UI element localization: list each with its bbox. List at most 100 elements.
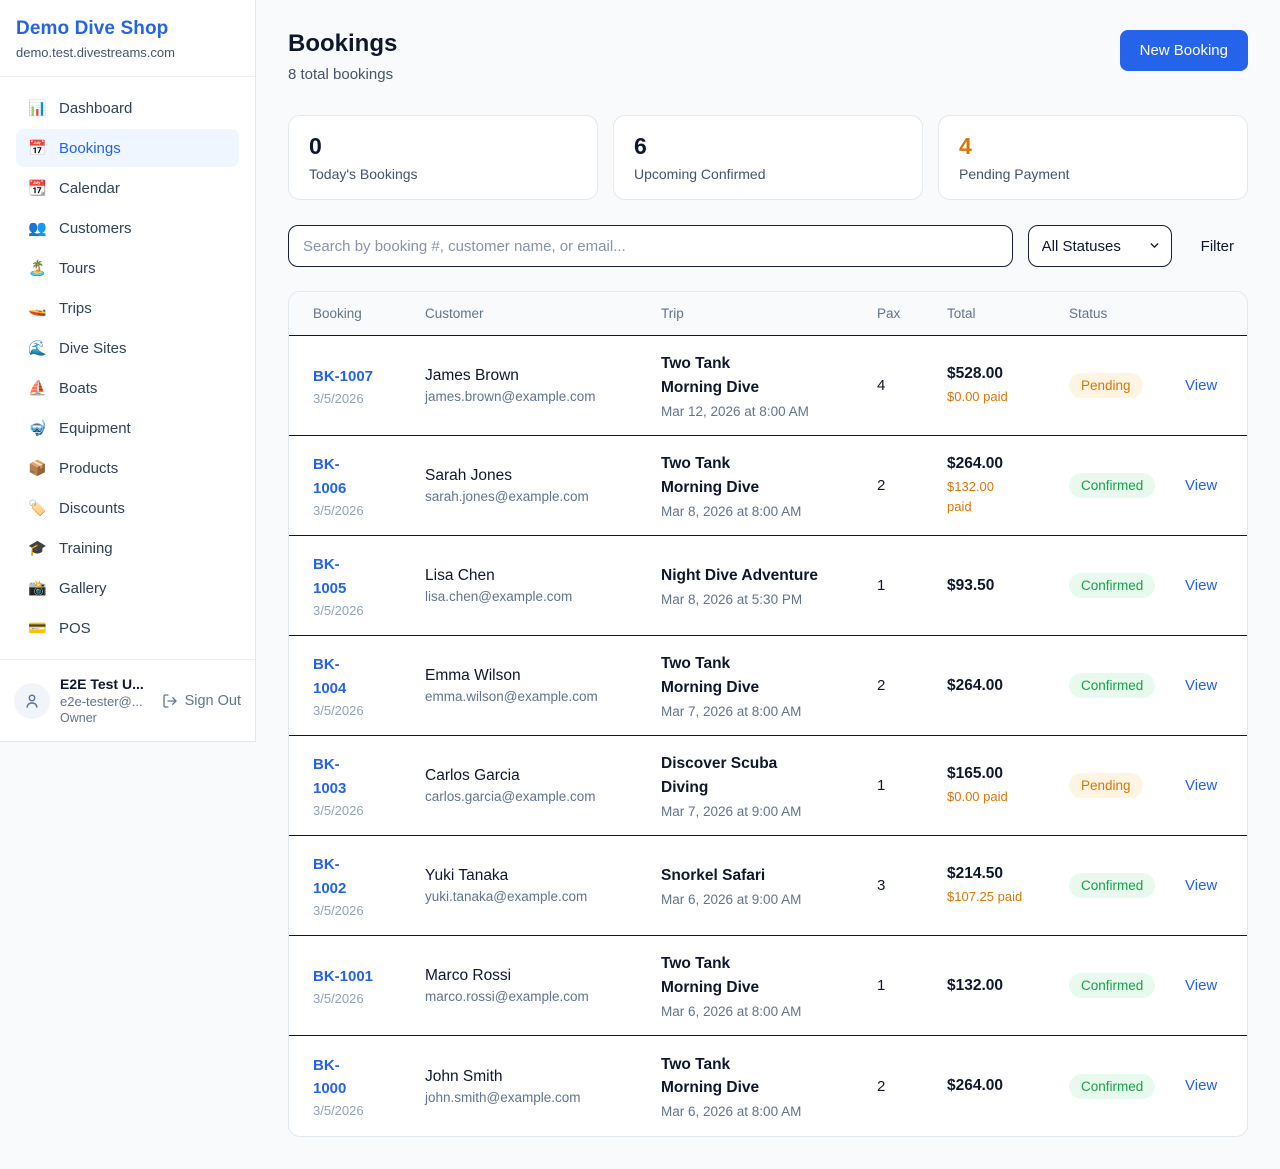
booking-id-link[interactable]: BK-1007: [313, 367, 374, 385]
booking-id-link[interactable]: BK-1002: [313, 856, 347, 897]
sidebar-item-bookings[interactable]: 📅 Bookings: [16, 129, 239, 167]
pax-cell: 2: [877, 477, 886, 494]
status-badge: Confirmed: [1069, 673, 1156, 698]
total-cell: $264.00: [947, 1077, 1069, 1095]
user-email: e2e-tester@...: [60, 694, 143, 709]
customer-name: Sarah Jones: [425, 467, 513, 484]
status-cell: Pending: [1069, 773, 1185, 798]
sidebar-user-footer: E2E Test U... e2e-tester@... Owner Sign …: [0, 659, 255, 741]
view-link[interactable]: View: [1185, 876, 1218, 894]
booking-cell: BK-1003 3/5/2026: [313, 753, 425, 818]
status-cell: Confirmed: [1069, 573, 1185, 598]
view-link[interactable]: View: [1185, 776, 1218, 794]
sidebar-item-label: Equipment: [59, 419, 131, 437]
trip-name: Two Tank Morning Dive: [661, 655, 760, 696]
customer-email: carlos.garcia@example.com: [425, 789, 596, 804]
status-badge: Confirmed: [1069, 573, 1156, 598]
view-link[interactable]: View: [1185, 676, 1218, 694]
view-link[interactable]: View: [1185, 576, 1218, 594]
trip-name: Two Tank Morning Dive: [661, 1055, 760, 1096]
status-cell: Pending: [1069, 373, 1185, 398]
sign-out-button[interactable]: Sign Out: [162, 693, 241, 709]
trip-cell: Discover Scuba Diving Mar 7, 2026 at 9:0…: [661, 752, 877, 819]
tearoff-calendar-icon: 📆: [28, 180, 47, 197]
pax-cell: 1: [877, 577, 886, 594]
filter-button[interactable]: Filter: [1187, 228, 1248, 265]
stat-card-upcoming-confirmed: 6 Upcoming Confirmed: [613, 115, 923, 200]
status-cell: Confirmed: [1069, 873, 1185, 898]
view-link[interactable]: View: [1185, 1077, 1218, 1094]
view-link[interactable]: View: [1185, 376, 1218, 394]
total-amount: $264.00: [947, 455, 1004, 472]
status-filter-select[interactable]: All Statuses: [1027, 225, 1172, 267]
status-cell: Confirmed: [1069, 673, 1185, 698]
booking-id-link[interactable]: BK-1006: [313, 456, 347, 497]
table-row: BK-1003 3/5/2026 Carlos Garcia carlos.ga…: [289, 736, 1247, 836]
trip-datetime: Mar 6, 2026 at 8:00 AM: [661, 1104, 802, 1120]
sidebar-item-discounts[interactable]: 🏷️ Discounts: [16, 489, 239, 527]
sidebar-item-equipment[interactable]: 🤿 Equipment: [16, 409, 239, 447]
booking-date: 3/5/2026: [313, 1103, 364, 1119]
sidebar-item-calendar[interactable]: 📆 Calendar: [16, 169, 239, 207]
sidebar-item-trips[interactable]: 🚤 Trips: [16, 289, 239, 327]
column-header-trip: Trip: [661, 306, 684, 321]
sidebar-item-customers[interactable]: 👥 Customers: [16, 209, 239, 247]
status-badge: Confirmed: [1069, 973, 1156, 998]
search-input[interactable]: [288, 225, 1013, 267]
sidebar-item-label: Trips: [59, 299, 92, 317]
pax-cell: 3: [877, 877, 886, 894]
trip-name: Snorkel Safari: [661, 866, 766, 884]
total-cell: $132.00: [947, 977, 1069, 995]
total-cell: $165.00 $0.00 paid: [947, 765, 1069, 807]
booking-id-link[interactable]: BK-1003: [313, 756, 347, 797]
sidebar-item-tours[interactable]: 🏝️ Tours: [16, 249, 239, 287]
table-row: BK-1000 3/5/2026 John Smith john.smith@e…: [289, 1036, 1247, 1136]
booking-cell: BK-1004 3/5/2026: [313, 653, 425, 718]
sidebar-item-label: Calendar: [59, 179, 120, 197]
sidebar-item-training[interactable]: 🎓 Training: [16, 529, 239, 567]
sidebar: Demo Dive Shop demo.test.divestreams.com…: [0, 0, 256, 742]
table-row: BK-1005 3/5/2026 Lisa Chen lisa.chen@exa…: [289, 536, 1247, 636]
actions-cell: View: [1185, 877, 1223, 895]
sidebar-item-dive-sites[interactable]: 🌊 Dive Sites: [16, 329, 239, 367]
new-booking-button[interactable]: New Booking: [1119, 30, 1248, 71]
total-amount: $214.50: [947, 864, 1004, 882]
sidebar-item-label: Dive Sites: [59, 339, 127, 357]
customer-cell: Emma Wilson emma.wilson@example.com: [425, 667, 661, 704]
trip-cell: Two Tank Morning Dive Mar 12, 2026 at 8:…: [661, 352, 877, 419]
actions-cell: View: [1185, 977, 1223, 995]
sidebar-item-pos[interactable]: 💳 POS: [16, 609, 239, 647]
stat-value: 0: [309, 133, 322, 159]
booking-id-link[interactable]: BK-1000: [313, 1056, 347, 1097]
customer-email: sarah.jones@example.com: [425, 489, 589, 504]
sidebar-header: Demo Dive Shop demo.test.divestreams.com: [0, 0, 255, 77]
trip-datetime: Mar 7, 2026 at 9:00 AM: [661, 803, 802, 819]
user-name: E2E Test U...: [60, 676, 144, 692]
booking-id-link[interactable]: BK-1001: [313, 967, 374, 985]
user-role: Owner: [60, 711, 97, 725]
stat-card-todays-bookings: 0 Today's Bookings: [288, 115, 598, 200]
shop-name: Demo Dive Shop: [16, 18, 169, 39]
sidebar-item-products[interactable]: 📦 Products: [16, 449, 239, 487]
page-header: Bookings 8 total bookings New Booking: [288, 30, 1248, 83]
booking-id-link[interactable]: BK-1004: [313, 656, 347, 697]
booking-date: 3/5/2026: [313, 602, 364, 618]
total-amount: $165.00: [947, 764, 1004, 782]
sidebar-item-gallery[interactable]: 📸 Gallery: [16, 569, 239, 607]
sidebar-item-label: Products: [59, 459, 119, 477]
sidebar-item-dashboard[interactable]: 📊 Dashboard: [16, 89, 239, 127]
trip-cell: Night Dive Adventure Mar 8, 2026 at 5:30…: [661, 564, 877, 607]
trip-datetime: Mar 6, 2026 at 9:00 AM: [661, 892, 802, 908]
dashboard-chart-icon: 📊: [28, 100, 47, 117]
trip-name: Two Tank Morning Dive: [661, 455, 760, 496]
sign-out-label: Sign Out: [184, 692, 241, 709]
booking-date: 3/5/2026: [313, 391, 364, 407]
booking-id-link[interactable]: BK-1005: [313, 556, 347, 597]
view-link[interactable]: View: [1185, 476, 1218, 494]
sidebar-nav: 📊 Dashboard 📅 Bookings 📆 Calendar 👥 Cust…: [0, 77, 255, 659]
camera-icon: 📸: [28, 580, 47, 597]
sidebar-item-boats[interactable]: ⛵ Boats: [16, 369, 239, 407]
stat-label: Pending Payment: [959, 166, 1070, 182]
view-link[interactable]: View: [1185, 976, 1218, 994]
table-row: BK-1002 3/5/2026 Yuki Tanaka yuki.tanaka…: [289, 836, 1247, 936]
